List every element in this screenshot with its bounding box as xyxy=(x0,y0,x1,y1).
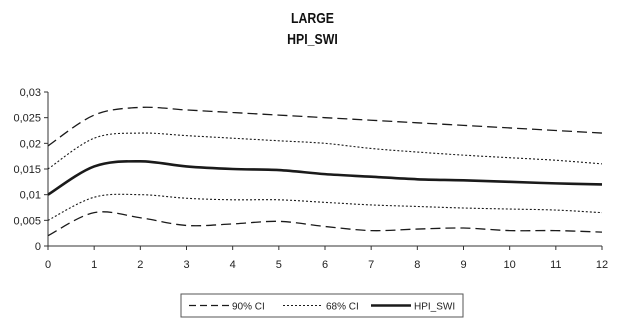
legend-box xyxy=(180,293,464,318)
x-tick-label: 0 xyxy=(45,259,51,271)
x-tick-label: 11 xyxy=(550,259,561,271)
series-line-68-ci-upper xyxy=(47,132,603,170)
x-tick-label: 12 xyxy=(596,259,608,271)
chart-title: LARGE xyxy=(290,10,334,27)
x-tick-label: 5 xyxy=(276,259,282,271)
y-tick-label: 0,01 xyxy=(20,190,41,202)
x-tick-label: 10 xyxy=(504,259,516,271)
legend: 90% CI 68% CI HPI_SWI xyxy=(180,293,464,318)
series-line-90-ci-upper xyxy=(47,106,603,147)
x-tick-label: 9 xyxy=(460,259,466,271)
y-tick-label: 0 xyxy=(35,241,41,253)
series-line-90-ci-lower xyxy=(47,211,603,237)
x-tick-label: 4 xyxy=(230,259,236,271)
y-tick-label: 0,015 xyxy=(13,164,41,176)
legend-label: 68% CI xyxy=(326,302,359,313)
x-tick-label: 1 xyxy=(91,259,97,271)
y-tick-label: 0,005 xyxy=(13,215,41,227)
x-tick-label: 2 xyxy=(137,259,143,271)
x-tick-label: 8 xyxy=(414,259,420,271)
x-tick-label: 7 xyxy=(368,259,374,271)
series-line-68-ci-lower xyxy=(47,193,603,221)
y-tick-label: 0,03 xyxy=(20,87,41,99)
x-tick-label: 6 xyxy=(322,259,328,271)
series-line-hpi-swi xyxy=(47,159,603,196)
chart-subtitle: HPI_SWI xyxy=(287,31,338,48)
x-tick-label: 3 xyxy=(183,259,189,271)
series-lines xyxy=(47,106,603,237)
legend-label: HPI_SWI xyxy=(414,302,455,313)
y-tick-label: 0,025 xyxy=(13,113,41,125)
legend-label: 90% CI xyxy=(232,302,265,313)
y-tick-label: 0,02 xyxy=(20,138,41,150)
